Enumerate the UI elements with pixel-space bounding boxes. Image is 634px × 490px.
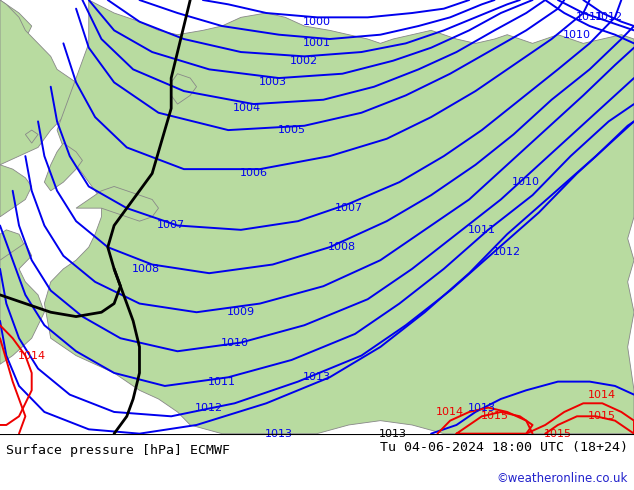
Text: 1005: 1005 [278, 125, 306, 135]
Text: 1015: 1015 [481, 411, 508, 421]
Polygon shape [0, 0, 25, 96]
Text: 1013: 1013 [303, 372, 331, 382]
Text: 1014: 1014 [588, 390, 616, 400]
Polygon shape [0, 0, 89, 165]
Text: 1014: 1014 [436, 407, 464, 417]
Text: 1010: 1010 [563, 30, 591, 40]
Text: 1013: 1013 [468, 403, 496, 413]
Text: 1002: 1002 [290, 56, 318, 66]
Polygon shape [44, 0, 634, 434]
Text: Tu 04-06-2024 18:00 UTC (18+24): Tu 04-06-2024 18:00 UTC (18+24) [380, 441, 628, 454]
Text: 1010: 1010 [512, 177, 540, 187]
Text: ©weatheronline.co.uk: ©weatheronline.co.uk [496, 472, 628, 485]
Text: 1011: 1011 [468, 225, 496, 235]
Polygon shape [0, 0, 51, 165]
Text: 1014: 1014 [18, 350, 46, 361]
Text: 1012: 1012 [595, 12, 623, 23]
Polygon shape [0, 165, 32, 217]
Text: Surface pressure [hPa] ECMWF: Surface pressure [hPa] ECMWF [6, 444, 230, 457]
Polygon shape [0, 243, 44, 364]
Polygon shape [76, 187, 158, 221]
Text: 1001: 1001 [303, 38, 331, 49]
Text: 1012: 1012 [195, 403, 223, 413]
Text: 1004: 1004 [233, 103, 261, 113]
Polygon shape [171, 74, 197, 104]
Polygon shape [0, 230, 25, 269]
Text: 1008: 1008 [328, 242, 356, 252]
Text: 1015: 1015 [588, 411, 616, 421]
Text: 1010: 1010 [221, 338, 249, 347]
Text: 1003: 1003 [259, 77, 287, 87]
Text: 1007: 1007 [157, 220, 185, 230]
Text: 1006: 1006 [240, 169, 268, 178]
Text: 1011: 1011 [208, 377, 236, 387]
Text: 1007: 1007 [335, 203, 363, 213]
Text: 1012: 1012 [493, 246, 521, 257]
Text: 1013: 1013 [265, 429, 293, 439]
Polygon shape [44, 143, 82, 191]
Text: 1015: 1015 [544, 429, 572, 439]
Text: 1009: 1009 [227, 307, 255, 317]
Text: 1000: 1000 [303, 17, 331, 26]
Text: 1008: 1008 [132, 264, 160, 274]
Text: 1013: 1013 [379, 429, 407, 439]
Polygon shape [25, 130, 38, 143]
Text: 1011: 1011 [576, 12, 604, 23]
